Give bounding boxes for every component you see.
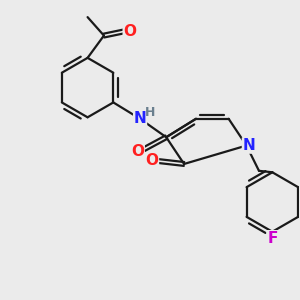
Text: N: N: [134, 111, 146, 126]
Text: O: O: [123, 24, 136, 39]
Text: O: O: [131, 144, 144, 159]
Text: O: O: [146, 154, 158, 169]
Text: N: N: [242, 138, 255, 153]
Text: H: H: [144, 106, 155, 119]
Text: F: F: [267, 231, 278, 246]
